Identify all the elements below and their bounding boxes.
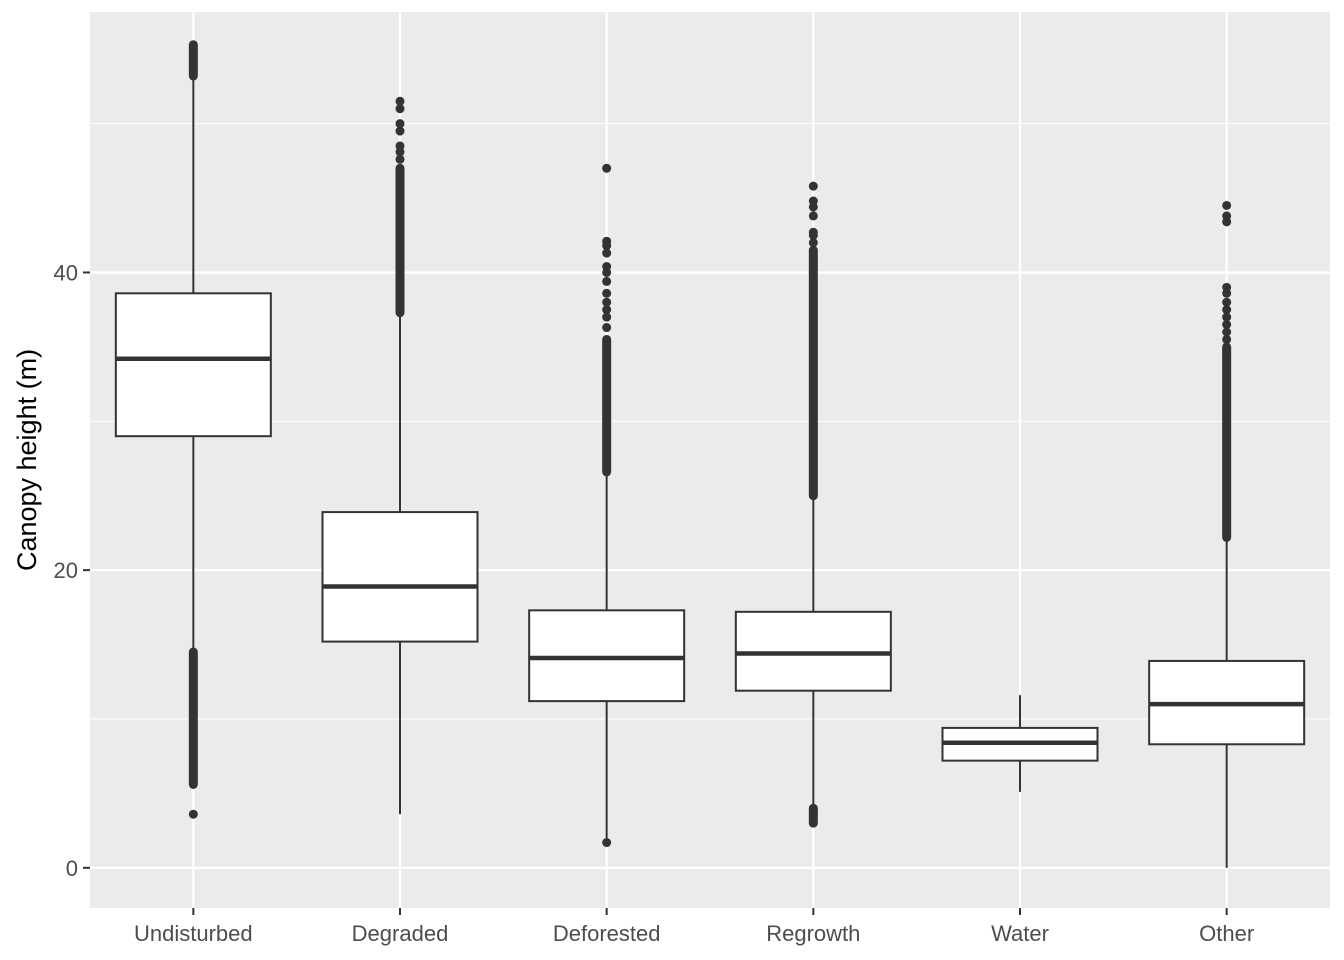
outlier-point: [188, 809, 198, 819]
outlier-cluster: [188, 40, 198, 81]
outlier-point: [602, 262, 612, 272]
outlier-cluster: [808, 245, 818, 501]
outlier-point: [1222, 211, 1232, 221]
y-tick-label: 20: [54, 558, 78, 583]
outlier-point: [602, 312, 612, 322]
outlier-point: [395, 126, 405, 136]
box-iqr: [114, 292, 272, 438]
outlier-point: [808, 211, 818, 221]
outlier-point: [1222, 200, 1232, 210]
outlier-cluster: [188, 647, 198, 789]
box-regrowth: [734, 181, 892, 828]
outlier-cluster: [602, 334, 612, 477]
y-tick-label: 40: [54, 260, 78, 285]
y-axis-title: Canopy height (m): [12, 349, 42, 571]
outlier-point: [395, 96, 405, 106]
outlier-point: [1222, 312, 1232, 322]
box-other: [1148, 200, 1306, 868]
x-tick-label: Water: [991, 921, 1049, 946]
plot-panel: [90, 12, 1330, 908]
box-iqr: [321, 511, 479, 643]
outlier-point: [602, 297, 612, 307]
box-undisturbed: [114, 40, 272, 819]
x-tick-label: Degraded: [352, 921, 449, 946]
outlier-point: [602, 236, 612, 246]
box-series: [114, 40, 1306, 868]
y-axis: 0 20 40: [54, 260, 90, 881]
outlier-point: [808, 238, 818, 248]
outlier-cluster: [1222, 342, 1232, 542]
x-tick-label: Undisturbed: [134, 921, 253, 946]
outlier-point: [1222, 282, 1232, 292]
outlier-point: [808, 227, 818, 237]
outlier-point: [395, 104, 405, 114]
outlier-point: [602, 288, 612, 298]
box-degraded: [321, 96, 479, 815]
outlier-point: [1222, 320, 1232, 330]
outlier-point: [395, 141, 405, 151]
outlier-cluster: [808, 803, 818, 828]
y-tick-label: 0: [66, 856, 78, 881]
outlier-point: [1222, 327, 1232, 337]
minor-gridlines: [90, 123, 1330, 720]
x-tick-label: Regrowth: [766, 921, 860, 946]
outlier-point: [1222, 297, 1232, 307]
x-tick-label: Other: [1199, 921, 1254, 946]
outlier-point: [1222, 305, 1232, 315]
box-water: [941, 695, 1099, 792]
outlier-point: [602, 305, 612, 315]
outlier-point: [602, 163, 612, 173]
outlier-point: [395, 119, 405, 129]
box-deforested: [528, 163, 686, 848]
outlier-point: [808, 196, 818, 206]
outlier-cluster: [395, 163, 405, 318]
x-axis: Undisturbed Degraded Deforested Regrowth Wat…: [134, 908, 1254, 946]
outlier-point: [602, 838, 612, 848]
outlier-point: [395, 154, 405, 164]
outlier-point: [808, 181, 818, 191]
outlier-point: [602, 248, 612, 258]
outlier-point: [602, 276, 612, 286]
outlier-point: [602, 323, 612, 333]
outlier-point: [1222, 334, 1232, 344]
x-tick-label: Deforested: [553, 921, 661, 946]
